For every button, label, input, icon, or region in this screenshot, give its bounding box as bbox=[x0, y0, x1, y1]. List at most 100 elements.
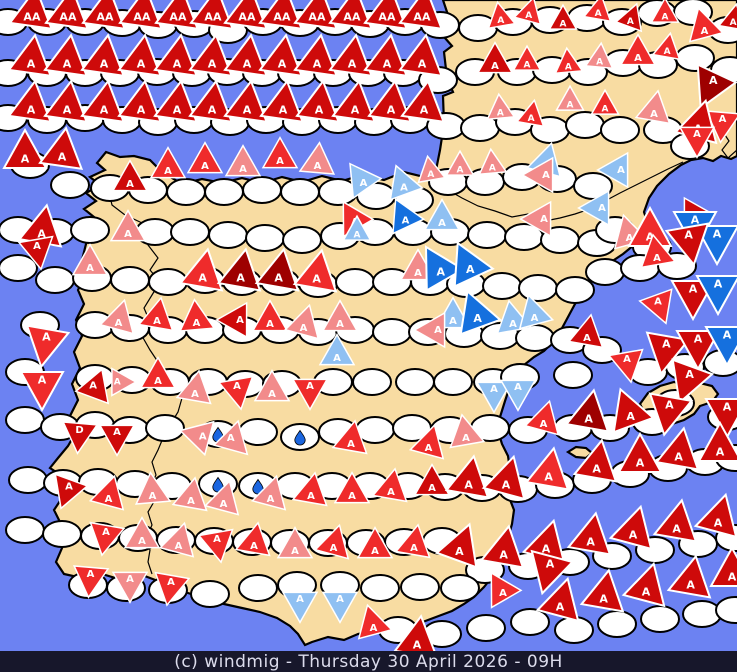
wind-pennant-triangle: A bbox=[178, 298, 216, 332]
wind-pennant-triangle: AA bbox=[398, 0, 444, 30]
wind-pennant-triangle: AA bbox=[328, 0, 374, 30]
station-ellipse bbox=[242, 176, 282, 204]
wind-pennant-triangle: A bbox=[709, 545, 737, 587]
wind-pennant-triangle: A bbox=[617, 431, 663, 473]
wind-pennant-triangle: A bbox=[695, 275, 737, 317]
wind-pennant-letter: A bbox=[427, 170, 434, 180]
wind-pennant-triangle: A bbox=[134, 471, 172, 505]
wind-pennant-letter: A bbox=[636, 457, 645, 470]
wind-pennant-triangle: A bbox=[188, 33, 234, 77]
wind-pennant-triangle: A bbox=[137, 296, 174, 332]
wind-pennant-triangle: A bbox=[413, 311, 446, 349]
wind-pennant-triangle: A bbox=[363, 33, 409, 77]
wind-pennant-letter: A bbox=[499, 548, 508, 561]
wind-pennant-letter: AA bbox=[413, 11, 431, 24]
wind-pennant-triangle: A bbox=[98, 424, 136, 457]
wind-pennant-letter: A bbox=[336, 319, 344, 330]
wind-pennant-letter: A bbox=[709, 74, 718, 87]
wind-pennant-triangle: A bbox=[394, 523, 431, 559]
wind-pennant-letter: A bbox=[37, 227, 46, 240]
wind-pennant-letter: A bbox=[425, 443, 433, 454]
wind-pennant-triangle: A bbox=[251, 299, 289, 332]
wind-pennant-letter: A bbox=[437, 266, 446, 279]
wind-pennant-triangle: A bbox=[671, 358, 715, 405]
wind-pennant-triangle: A bbox=[111, 367, 138, 397]
wind-pennant-letter: A bbox=[685, 368, 694, 381]
wind-pennant-triangle: A bbox=[417, 154, 447, 184]
station-ellipse bbox=[600, 116, 640, 144]
wind-pennant-letter: A bbox=[540, 419, 548, 430]
wind-pennant-letter: A bbox=[100, 104, 109, 117]
wind-pennant-triangle: AA bbox=[189, 0, 235, 30]
wind-pennant-triangle: A bbox=[178, 420, 215, 457]
wind-pennant-letter: A bbox=[63, 104, 72, 117]
wind-pennant-triangle: A bbox=[153, 33, 199, 77]
wind-pennant-letter: A bbox=[560, 19, 567, 29]
wind-pennant-letter: A bbox=[665, 399, 674, 412]
wind-pennant-triangle: A bbox=[666, 554, 712, 599]
wind-pennant-letter: A bbox=[686, 578, 695, 591]
wind-pennant-triangle: A bbox=[678, 126, 716, 159]
station-ellipse bbox=[510, 608, 550, 636]
station-ellipse bbox=[682, 600, 722, 628]
wind-pennant-letter: AA bbox=[378, 11, 396, 24]
wind-pennant-letter: A bbox=[267, 494, 275, 505]
wind-pennant-letter: A bbox=[138, 536, 146, 547]
station-ellipse bbox=[518, 274, 558, 302]
wind-pennant-triangle: A bbox=[564, 388, 610, 433]
wind-pennant-letter: A bbox=[213, 534, 221, 545]
wind-pennant-letter: A bbox=[173, 58, 182, 71]
wind-pennant-letter: A bbox=[723, 328, 732, 341]
wind-pennant-triangle: A bbox=[392, 197, 426, 235]
wind-pennant-letter: A bbox=[115, 318, 123, 329]
wind-pennant-letter: A bbox=[354, 230, 361, 240]
wind-pennant-letter: A bbox=[599, 592, 608, 605]
wind-pennant-letter: A bbox=[626, 410, 635, 423]
station-ellipse bbox=[335, 268, 375, 296]
wind-pennant-letter: A bbox=[33, 241, 41, 252]
wind-pennant-triangle: D bbox=[61, 421, 99, 455]
wind-pennant-triangle: A bbox=[43, 33, 89, 77]
wind-pennant-triangle: A bbox=[648, 392, 694, 437]
wind-pennant-triangle: A bbox=[111, 159, 149, 192]
station-ellipse bbox=[35, 266, 75, 294]
wind-pennant-letter: A bbox=[654, 296, 662, 307]
wind-pennant-letter: A bbox=[208, 104, 217, 117]
wind-pennant-letter: A bbox=[434, 325, 442, 336]
station-ellipse bbox=[238, 418, 278, 446]
wind-pennant-triangle: A bbox=[258, 33, 304, 77]
wind-pennant-letter: A bbox=[524, 60, 531, 70]
station-ellipse bbox=[245, 224, 285, 252]
wind-pennant-letter: A bbox=[126, 574, 134, 585]
wind-pennant-letter: A bbox=[191, 389, 199, 400]
station-ellipse bbox=[554, 616, 594, 644]
wind-pennant-triangle: A bbox=[281, 591, 319, 624]
wind-pennant-letter: A bbox=[348, 491, 356, 502]
wind-pennant-letter: A bbox=[313, 58, 322, 71]
wind-pennant-triangle: A bbox=[423, 198, 461, 231]
wind-pennant-letter: A bbox=[617, 165, 625, 176]
status-bar-text: (c) windmig - Thursday 30 April 2026 - 0… bbox=[174, 651, 563, 672]
wind-pennant-triangle: A bbox=[291, 378, 329, 411]
wind-pennant-triangle: A bbox=[175, 369, 212, 405]
wind-pennant-letter: A bbox=[410, 543, 418, 554]
wind-pennant-triangle: A bbox=[321, 591, 359, 624]
wind-pennant-triangle: A bbox=[590, 88, 620, 115]
wind-pennant-triangle: A bbox=[283, 303, 320, 340]
wind-pennant-triangle: A bbox=[612, 387, 656, 434]
wind-pennant-triangle: A bbox=[292, 248, 338, 293]
station-ellipse bbox=[50, 171, 90, 199]
wind-pennant-triangle: A bbox=[567, 313, 604, 349]
wind-pennant-letter: A bbox=[497, 16, 504, 26]
rain-drop-icon bbox=[294, 429, 306, 446]
wind-pennant-letter: A bbox=[491, 61, 499, 72]
wind-pennant-letter: AA bbox=[308, 11, 326, 24]
wind-pennant-triangle: A bbox=[486, 92, 516, 121]
wind-pennant-letter: A bbox=[193, 318, 201, 329]
wind-pennant-letter: A bbox=[201, 161, 209, 172]
wind-pennant-triangle: A bbox=[223, 33, 269, 77]
wind-pennant-triangle: A bbox=[7, 33, 53, 77]
wind-pennant-triangle: A bbox=[259, 79, 305, 123]
wind-pennant-triangle: A bbox=[582, 0, 612, 23]
